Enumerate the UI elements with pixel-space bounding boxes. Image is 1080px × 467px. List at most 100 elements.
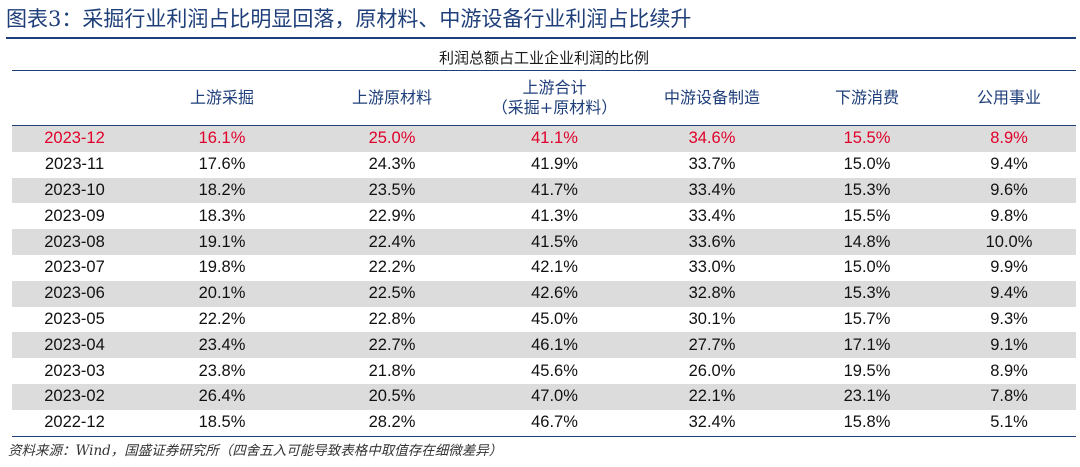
header-upstream-mining: 上游采掘 bbox=[137, 70, 307, 126]
row-period: 2023-08 bbox=[12, 229, 137, 255]
row-value: 15.8% bbox=[792, 409, 942, 437]
row-value: 17.1% bbox=[792, 332, 942, 359]
row-value: 22.2% bbox=[368, 258, 416, 277]
row-value: 15.0% bbox=[843, 258, 891, 277]
row-period: 2023-04 bbox=[12, 332, 137, 359]
row-value: 33.4% bbox=[632, 177, 792, 204]
row-value: 19.1% bbox=[137, 229, 307, 255]
row-value: 45.0% bbox=[531, 309, 578, 328]
row-value: 9.4% bbox=[990, 155, 1028, 174]
row-value: 14.8% bbox=[792, 229, 942, 255]
row-value: 22.4% bbox=[307, 229, 477, 255]
row-value: 33.4% bbox=[688, 206, 736, 225]
row-period: 2023-07 bbox=[44, 258, 105, 277]
row-value: 22.7% bbox=[307, 332, 477, 359]
row-value: 41.1% bbox=[477, 125, 632, 152]
row-value: 15.0% bbox=[843, 155, 891, 174]
table-row: 2023-03 23.8% 21.8% 45.6% 26.0% 19.5% 8.9% bbox=[12, 358, 1076, 384]
header-utilities: 公用事业 bbox=[942, 70, 1077, 126]
row-period: 2023-06 bbox=[12, 280, 137, 307]
row-value: 24.3% bbox=[368, 155, 416, 174]
table-row: 2023-07 19.8% 22.2% 42.1% 33.0% 15.0% 9.9% bbox=[12, 255, 1076, 281]
row-value: 47.0% bbox=[477, 383, 632, 410]
row-value: 22.5% bbox=[307, 280, 477, 307]
source-note: 资料来源：Wind，国盛证券研究所（四舍五入可能导致表格中取值存在细微差异） bbox=[8, 443, 503, 459]
row-value: 46.7% bbox=[477, 409, 632, 437]
row-value: 34.6% bbox=[632, 125, 792, 152]
table-row: 2023-02 26.4% 20.5% 47.0% 22.1% 23.1% 7.8% bbox=[12, 383, 1077, 410]
row-value: 9.8% bbox=[990, 206, 1028, 225]
row-value: 26.4% bbox=[137, 383, 307, 410]
row-value: 41.7% bbox=[477, 177, 632, 204]
row-period: 2023-10 bbox=[12, 177, 137, 204]
row-value: 42.6% bbox=[477, 280, 632, 307]
row-value: 26.0% bbox=[688, 361, 736, 380]
row-value: 7.8% bbox=[942, 383, 1077, 410]
row-period: 2023-03 bbox=[44, 361, 105, 380]
row-value: 21.8% bbox=[368, 361, 416, 380]
row-value: 28.2% bbox=[307, 409, 477, 437]
row-value: 19.8% bbox=[198, 258, 246, 277]
row-value: 32.8% bbox=[632, 280, 792, 307]
row-value: 23.5% bbox=[307, 177, 477, 204]
row-value: 15.3% bbox=[792, 177, 942, 204]
table-row: 2023-12 16.1% 25.0% 41.1% 34.6% 15.5% 8.9% bbox=[12, 125, 1077, 152]
row-value: 8.9% bbox=[990, 361, 1028, 380]
table-caption-row: 利润总额占工业企业利润的比例 bbox=[12, 44, 1077, 71]
table-row: 2023-11 17.6% 24.3% 41.9% 33.7% 15.0% 9.4% bbox=[12, 152, 1076, 178]
figure-title: 图表3：采掘行业利润占比明显回落，原材料、中游设备行业利润占比续升 bbox=[6, 7, 692, 31]
row-period: 2023-12 bbox=[12, 125, 137, 152]
row-value: 16.1% bbox=[137, 125, 307, 152]
header-upstream-materials: 上游原材料 bbox=[307, 70, 477, 126]
profit-share-table: 利润总额占工业企业利润的比例 上游采掘 上游原材料 上游合计 （采掘+原材料） 中游设备… bbox=[12, 44, 1077, 437]
row-value: 41.5% bbox=[477, 229, 632, 255]
row-value: 41.9% bbox=[531, 155, 578, 174]
row-value: 9.9% bbox=[990, 258, 1028, 277]
table-row: 2023-04 23.4% 22.7% 46.1% 27.7% 17.1% 9.1% bbox=[12, 332, 1077, 359]
row-value: 9.1% bbox=[942, 332, 1077, 359]
row-value: 42.1% bbox=[531, 258, 578, 277]
table-row: 2023-06 20.1% 22.5% 42.6% 32.8% 15.3% 9.4% bbox=[12, 280, 1077, 307]
row-value: 27.7% bbox=[632, 332, 792, 359]
row-value: 15.5% bbox=[792, 125, 942, 152]
table-row: 2023-10 18.2% 23.5% 41.7% 33.4% 15.3% 9.6% bbox=[12, 177, 1077, 204]
row-period: 2022-12 bbox=[12, 409, 137, 437]
table-row: 2022-12 18.5% 28.2% 46.7% 32.4% 15.8% 5.1% bbox=[12, 409, 1077, 437]
title-underline bbox=[6, 37, 1076, 39]
row-value: 33.0% bbox=[688, 258, 736, 277]
row-period: 2023-02 bbox=[12, 383, 137, 410]
row-value: 18.2% bbox=[137, 177, 307, 204]
row-value: 25.0% bbox=[307, 125, 477, 152]
row-value: 20.5% bbox=[307, 383, 477, 410]
row-value: 22.9% bbox=[368, 206, 416, 225]
row-value: 20.1% bbox=[137, 280, 307, 307]
row-value: 45.6% bbox=[531, 361, 578, 380]
row-value: 23.4% bbox=[137, 332, 307, 359]
row-value: 22.1% bbox=[632, 383, 792, 410]
row-value: 30.1% bbox=[688, 309, 736, 328]
row-value: 22.8% bbox=[368, 309, 416, 328]
row-value: 46.1% bbox=[477, 332, 632, 359]
row-value: 23.1% bbox=[792, 383, 942, 410]
row-value: 9.4% bbox=[942, 280, 1077, 307]
row-value: 32.4% bbox=[632, 409, 792, 437]
row-period: 2023-05 bbox=[44, 309, 105, 328]
row-value: 5.1% bbox=[942, 409, 1077, 437]
table-caption: 利润总额占工业企业利润的比例 bbox=[12, 44, 1077, 71]
row-period: 2023-11 bbox=[44, 155, 105, 174]
row-value: 33.6% bbox=[632, 229, 792, 255]
header-midstream-equipment: 中游设备制造 bbox=[632, 70, 792, 126]
row-period: 2023-09 bbox=[44, 206, 105, 225]
row-value: 10.0% bbox=[942, 229, 1077, 255]
row-value: 19.5% bbox=[843, 361, 891, 380]
row-value: 33.7% bbox=[688, 155, 736, 174]
row-value: 22.2% bbox=[198, 309, 246, 328]
corner-header bbox=[12, 70, 137, 126]
row-value: 17.6% bbox=[198, 155, 246, 174]
header-upstream-total: 上游合计 （采掘+原材料） bbox=[477, 70, 632, 126]
row-value: 23.8% bbox=[198, 361, 246, 380]
row-value: 18.5% bbox=[137, 409, 307, 437]
table-header-row: 上游采掘 上游原材料 上游合计 （采掘+原材料） 中游设备制造 下游消费 公用事业 bbox=[12, 70, 1077, 126]
row-value: 9.6% bbox=[942, 177, 1077, 204]
row-value: 15.7% bbox=[843, 309, 891, 328]
